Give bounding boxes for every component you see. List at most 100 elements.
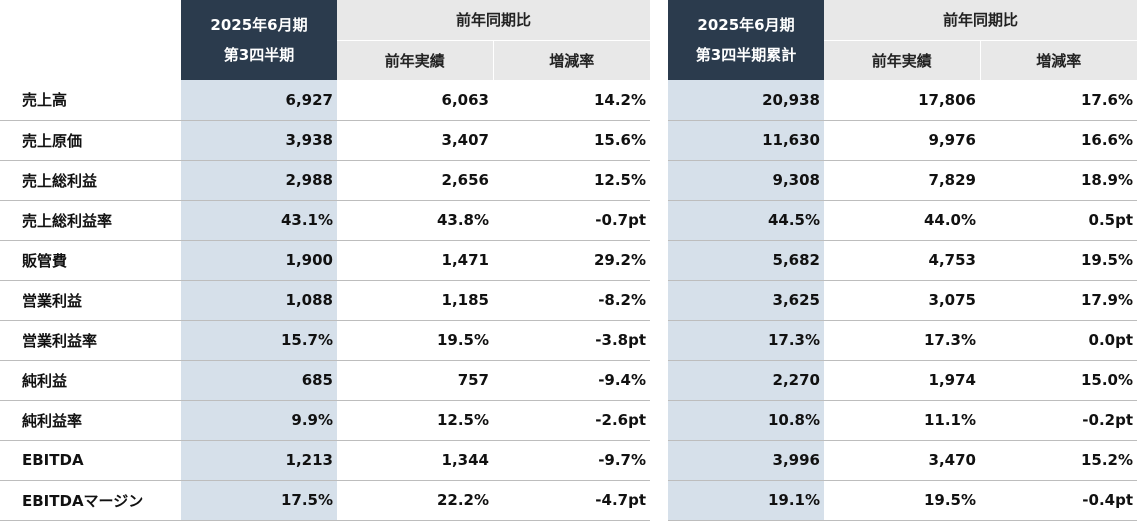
cumulative-row: 11,630 9,976 16.6% (668, 120, 1137, 161)
current-quarter-header: 2025年6月期 第3四半期 (181, 0, 337, 80)
row-label: 売上総利益 (0, 160, 181, 201)
cumulative-table: 2025年6月期 第3四半期累計 前年同期比 前年実績 増減率 20,938 17… (668, 0, 1137, 521)
quarter-row: 営業利益率 15.7% 19.5% -3.8pt (0, 320, 651, 361)
current-quarter-value: 17.5% (181, 480, 337, 521)
current-quarter-header-line1: 2025年6月期 (210, 16, 308, 34)
cumulative-change-rate-value: 17.6% (980, 80, 1137, 121)
prev-year-value: 757 (337, 360, 493, 401)
cumulative-row: 3,996 3,470 15.2% (668, 440, 1137, 481)
cumulative-prev-year-value: 44.0% (824, 200, 980, 241)
row-label: 販管費 (0, 240, 181, 281)
row-label: EBITDAマージン (0, 480, 181, 521)
cumulative-value: 3,625 (668, 280, 824, 321)
corner-cell (0, 0, 181, 80)
cumulative-prev-year-value: 3,470 (824, 440, 980, 481)
row-label: EBITDA (0, 440, 181, 481)
current-quarter-value: 6,927 (181, 80, 337, 121)
cumulative-row: 2,270 1,974 15.0% (668, 360, 1137, 401)
prev-year-value: 1,471 (337, 240, 493, 281)
cumulative-row: 5,682 4,753 19.5% (668, 240, 1137, 281)
cumulative-prev-year-value: 4,753 (824, 240, 980, 281)
quarter-row: 売上高 6,927 6,063 14.2% (0, 80, 651, 121)
cumulative-prev-year-value: 11.1% (824, 400, 980, 441)
cumulative-change-rate-value: 0.5pt (980, 200, 1137, 241)
quarter-row: EBITDAマージン 17.5% 22.2% -4.7pt (0, 480, 651, 521)
row-label: 売上原価 (0, 120, 181, 161)
quarter-row: EBITDA 1,213 1,344 -9.7% (0, 440, 651, 481)
prev-year-value: 12.5% (337, 400, 493, 441)
cumulative-row: 17.3% 17.3% 0.0pt (668, 320, 1137, 361)
cumulative-row: 44.5% 44.0% 0.5pt (668, 200, 1137, 241)
row-label: 営業利益率 (0, 320, 181, 361)
prev-year-value: 2,656 (337, 160, 493, 201)
cumulative-row: 20,938 17,806 17.6% (668, 80, 1137, 121)
cumulative-row: 19.1% 19.5% -0.4pt (668, 480, 1137, 521)
cumulative-prev-year-value: 1,974 (824, 360, 980, 401)
prev-year-value: 1,185 (337, 280, 493, 321)
cumulative-change-rate-value: -0.4pt (980, 480, 1137, 521)
prev-year-value: 19.5% (337, 320, 493, 361)
quarter-row: 販管費 1,900 1,471 29.2% (0, 240, 651, 281)
quarter-row: 売上原価 3,938 3,407 15.6% (0, 120, 651, 161)
current-quarter-value: 2,988 (181, 160, 337, 201)
cumulative-row: 9,308 7,829 18.9% (668, 160, 1137, 201)
cumulative-prev-year-header: 前年実績 (824, 40, 980, 80)
current-quarter-value: 9.9% (181, 400, 337, 441)
prev-year-value: 43.8% (337, 200, 493, 241)
current-quarter-header-line2: 第3四半期 (223, 46, 295, 64)
change-rate-value: -2.6pt (493, 400, 651, 441)
change-rate-header: 増減率 (492, 40, 651, 80)
change-rate-value: -9.7% (493, 440, 651, 481)
change-rate-value: -8.2% (493, 280, 651, 321)
prev-year-value: 22.2% (337, 480, 493, 521)
cumulative-value: 19.1% (668, 480, 824, 521)
current-quarter-value: 685 (181, 360, 337, 401)
quarter-row: 営業利益 1,088 1,185 -8.2% (0, 280, 651, 321)
current-quarter-value: 15.7% (181, 320, 337, 361)
cumulative-row: 10.8% 11.1% -0.2pt (668, 400, 1137, 441)
cumulative-change-rate-value: 15.2% (980, 440, 1137, 481)
cumulative-yoy-header: 前年同期比 (824, 0, 1137, 41)
change-rate-value: 14.2% (493, 80, 651, 121)
cumulative-value: 17.3% (668, 320, 824, 361)
current-quarter-value: 1,213 (181, 440, 337, 481)
cumulative-value: 5,682 (668, 240, 824, 281)
cumulative-value: 3,996 (668, 440, 824, 481)
current-quarter-value: 1,088 (181, 280, 337, 321)
cumulative-value: 10.8% (668, 400, 824, 441)
cumulative-prev-year-value: 17.3% (824, 320, 980, 361)
prev-year-value: 6,063 (337, 80, 493, 121)
row-label: 純利益率 (0, 400, 181, 441)
current-quarter-value: 1,900 (181, 240, 337, 281)
cumulative-prev-year-value: 17,806 (824, 80, 980, 121)
yoy-header: 前年同期比 (337, 0, 651, 41)
current-quarter-value: 43.1% (181, 200, 337, 241)
row-label: 売上高 (0, 80, 181, 121)
cumulative-prev-year-value: 19.5% (824, 480, 980, 521)
prev-year-header: 前年実績 (337, 40, 493, 80)
cumulative-change-rate-value: 18.9% (980, 160, 1137, 201)
quarter-table: 2025年6月期 第3四半期 前年同期比 前年実績 増減率 売上高 6,927 6,… (0, 0, 651, 521)
quarter-row: 純利益率 9.9% 12.5% -2.6pt (0, 400, 651, 441)
cumulative-change-rate-value: 19.5% (980, 240, 1137, 281)
current-quarter-value: 3,938 (181, 120, 337, 161)
cumulative-header-line1: 2025年6月期 (697, 16, 795, 34)
row-label: 営業利益 (0, 280, 181, 321)
cumulative-value: 11,630 (668, 120, 824, 161)
cumulative-change-rate-value: 15.0% (980, 360, 1137, 401)
cumulative-prev-year-value: 7,829 (824, 160, 980, 201)
cumulative-value: 9,308 (668, 160, 824, 201)
cumulative-value: 44.5% (668, 200, 824, 241)
change-rate-value: 15.6% (493, 120, 651, 161)
cumulative-change-rate-value: -0.2pt (980, 400, 1137, 441)
change-rate-value: -3.8pt (493, 320, 651, 361)
change-rate-value: -9.4% (493, 360, 651, 401)
change-rate-value: 29.2% (493, 240, 651, 281)
cumulative-value: 20,938 (668, 80, 824, 121)
change-rate-value: -4.7pt (493, 480, 651, 521)
quarter-row: 純利益 685 757 -9.4% (0, 360, 651, 401)
cumulative-change-rate-value: 17.9% (980, 280, 1137, 321)
change-rate-value: 12.5% (493, 160, 651, 201)
row-label: 売上総利益率 (0, 200, 181, 241)
cumulative-change-rate-value: 16.6% (980, 120, 1137, 161)
